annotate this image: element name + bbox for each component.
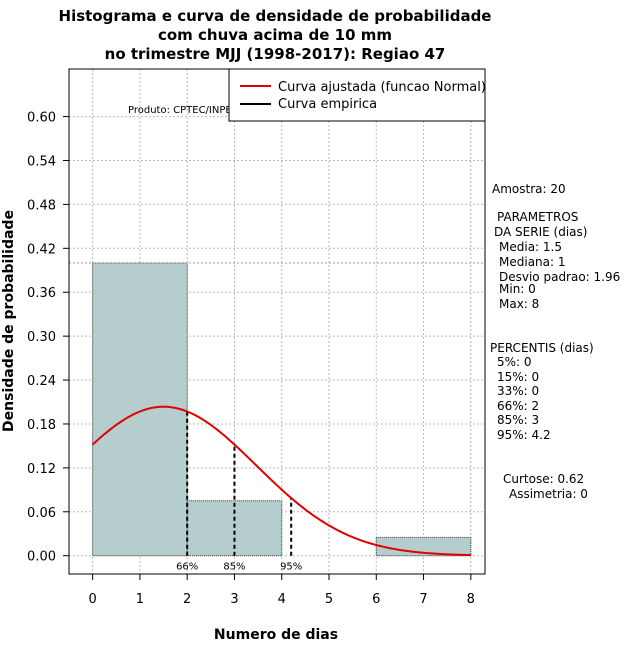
- param-mediana: Mediana: 1: [499, 255, 566, 269]
- curtose: Curtose: 0.62: [503, 472, 584, 486]
- product-label: Produto: CPTEC/INPE: [128, 105, 232, 116]
- y-tick-label-6: 0.36: [27, 286, 56, 301]
- chart-title-line-2: com chuva acima de 10 mm: [158, 26, 392, 44]
- y-tick-label-0: 0.00: [27, 550, 56, 565]
- y-axis: 0.00 0.06 0.12 0.18 0.24 0.30 0.36 0.42 0.48 0.54…: [27, 111, 69, 565]
- y-tick-label-1: 0.06: [27, 506, 56, 521]
- side-panel: Amostra: 20 PARAMETROS DA SERIE (dias) M…: [490, 182, 620, 501]
- x-tick-label-6: 6: [372, 592, 380, 607]
- legend-entry-normal: Curva ajustada (funcao Normal): [278, 80, 486, 95]
- y-tick-label-3: 0.18: [27, 418, 56, 433]
- y-tick-label-7: 0.42: [27, 242, 56, 257]
- y-axis-label: Densidade de probabilidade: [1, 210, 17, 432]
- x-tick-label-8: 8: [467, 592, 475, 607]
- x-tick-label-1: 1: [136, 592, 144, 607]
- percentil-5: 5%: 0: [497, 355, 532, 369]
- percentile-label-0: 66%: [176, 562, 198, 573]
- legend-box: [228, 68, 486, 122]
- param-min: Min: 0: [499, 282, 536, 296]
- percentil-66: 66%: 2: [497, 399, 539, 413]
- percentil-15: 15%: 0: [497, 370, 539, 384]
- percentis-title: PERCENTIS (dias): [490, 341, 594, 355]
- x-tick-label-2: 2: [183, 592, 191, 607]
- y-tick-label-2: 0.12: [27, 462, 56, 477]
- x-axis-label: Numero de dias: [214, 627, 338, 643]
- y-tick-label-10: 0.60: [27, 111, 56, 126]
- legend: Curva ajustada (funcao Normal) Curva emp…: [228, 68, 486, 122]
- percentile-label-2: 95%: [280, 562, 302, 573]
- param-media: Media: 1.5: [499, 240, 562, 254]
- param-max: Max: 8: [499, 297, 539, 311]
- legend-entry-empirical: Curva empirica: [278, 97, 377, 112]
- y-tick-label-9: 0.54: [27, 154, 56, 169]
- chart-title-line-1: Histograma e curva de densidade de proba…: [59, 7, 492, 25]
- histogram-bar-3: [375, 536, 472, 557]
- x-tick-label-4: 4: [278, 592, 286, 607]
- x-axis: 0 1 2 3 4 5 6 7 8: [88, 574, 475, 607]
- histogram-bars: [92, 262, 472, 557]
- sample-size: Amostra: 20: [492, 182, 566, 196]
- normal-curve: [91, 405, 471, 557]
- x-tick-label-0: 0: [88, 592, 96, 607]
- percentile-label-1: 85%: [223, 562, 245, 573]
- assimetria: Assimetria: 0: [509, 487, 588, 501]
- percentil-95: 95%: 4.2: [497, 428, 551, 442]
- percentil-85: 85%: 3: [497, 413, 539, 427]
- percentil-33: 33%: 0: [497, 384, 539, 398]
- x-tick-label-3: 3: [230, 592, 238, 607]
- y-tick-label-4: 0.24: [27, 374, 56, 389]
- params-title-1: PARAMETROS: [497, 210, 578, 224]
- x-tick-label-7: 7: [419, 592, 427, 607]
- percentile-lines: 66% 85% 95%: [176, 411, 302, 573]
- x-tick-label-5: 5: [325, 592, 333, 607]
- params-title-2: DA SERIE (dias): [494, 225, 587, 239]
- param-desvio: Desvio padrao: 1.96: [499, 270, 620, 284]
- chart-title-line-3: no trimestre MJJ (1998-2017): Regiao 47: [105, 45, 446, 63]
- histogram-bar-0: [92, 262, 188, 557]
- y-tick-label-8: 0.48: [27, 198, 56, 213]
- normal-curve-group: [91, 405, 471, 557]
- y-tick-label-5: 0.30: [27, 330, 56, 345]
